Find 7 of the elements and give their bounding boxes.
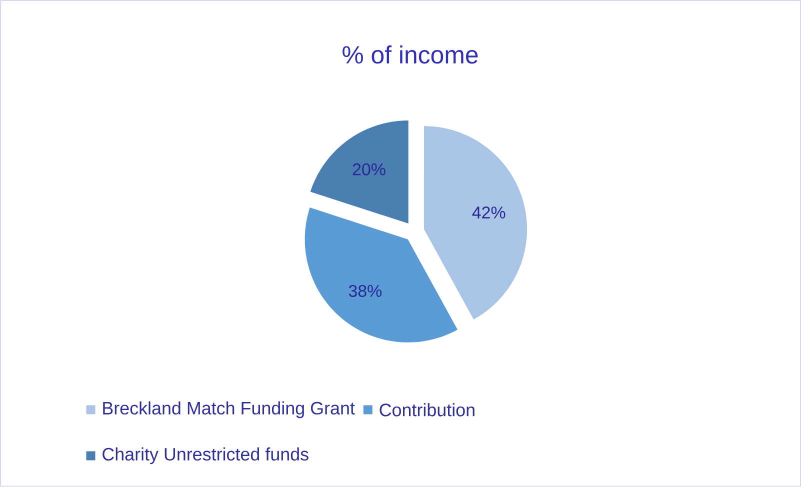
data-label: 42% xyxy=(472,206,506,219)
chart-title: % of income xyxy=(342,45,478,64)
data-label: 38% xyxy=(348,285,382,298)
legend-label: Breckland Match Funding Grant xyxy=(103,401,355,418)
legend-label: Charity Unrestricted funds xyxy=(102,448,308,464)
legend-label: Contribution xyxy=(380,403,474,416)
data-label: 20% xyxy=(352,163,386,176)
